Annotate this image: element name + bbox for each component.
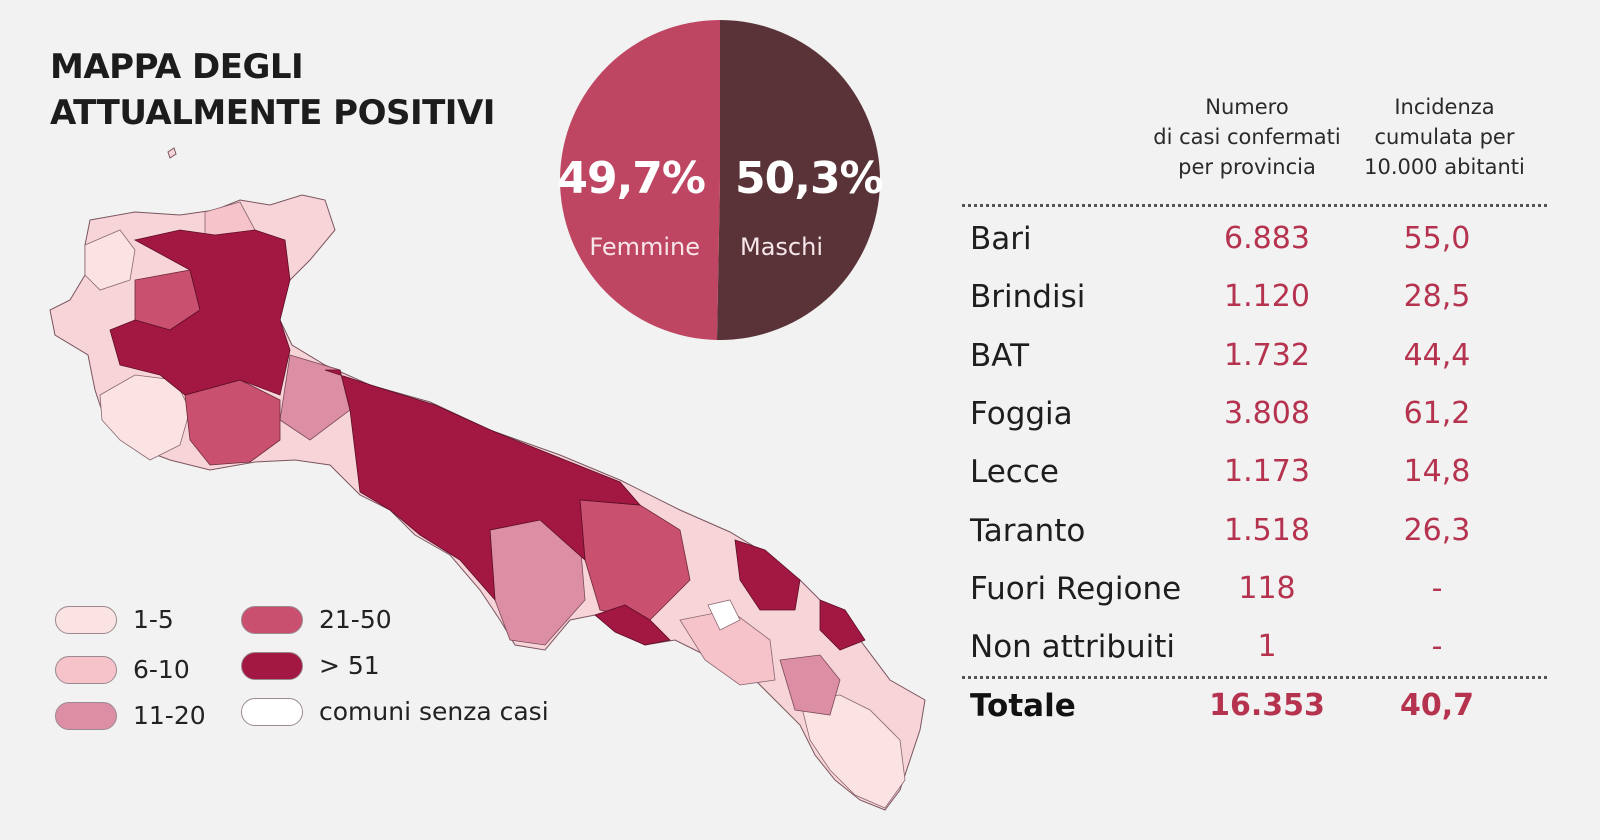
- table-row: Foggia 3.808 61,2: [962, 396, 1552, 436]
- header-incidence-line: 10.000 abitanti: [1364, 155, 1525, 179]
- female-percentage: 49,7%: [557, 153, 706, 204]
- total-name: Totale: [970, 688, 1076, 724]
- province-incidence: 55,0: [1403, 221, 1471, 256]
- province-name: Lecce: [970, 454, 1059, 490]
- province-cases: 6.883: [1224, 221, 1310, 256]
- legend-label: comuni senza casi: [319, 697, 549, 726]
- header-incidence-line: Incidenza: [1394, 95, 1495, 119]
- legend-label: 11-20: [133, 701, 206, 730]
- province-cases: 1.120: [1224, 279, 1310, 314]
- title-line-1: MAPPA DEGLI: [50, 47, 304, 87]
- table-row: Taranto 1.518 26,3: [962, 513, 1552, 553]
- map-area-21-50-b: [579, 499, 691, 621]
- map-tremiti-islands: [167, 147, 177, 159]
- male-label: Maschi: [740, 233, 823, 261]
- province-cases: 3.808: [1224, 396, 1310, 431]
- legend-item-over-51: > 51: [241, 651, 380, 680]
- header-cases-line: di casi confermati: [1153, 125, 1341, 149]
- province-incidence: 26,3: [1403, 513, 1471, 548]
- legend-item-11-20: 11-20: [55, 701, 206, 730]
- map-area-51-lecce: [819, 599, 866, 651]
- table-row: BAT 1.732 44,4: [962, 338, 1552, 378]
- table-row: Fuori Regione 118 -: [962, 571, 1552, 611]
- province-name: Non attribuiti: [970, 629, 1176, 665]
- province-cases: 1.173: [1224, 454, 1310, 489]
- table-row: Lecce 1.173 14,8: [962, 454, 1552, 494]
- male-percentage: 50,3%: [735, 153, 884, 204]
- table-row: Non attribuiti 1 -: [962, 629, 1552, 669]
- map-area-11-20-a: [279, 354, 351, 441]
- pie-slice-male: [716, 20, 880, 340]
- page-title: MAPPA DEGLI ATTUALMENTE POSITIVI: [50, 44, 495, 136]
- header-divider: [962, 204, 1547, 207]
- province-cases: 1: [1257, 629, 1277, 664]
- map-area-1-5-salento: [799, 694, 906, 809]
- table-row: Brindisi 1.120 28,5: [962, 279, 1552, 319]
- table-row: Bari 6.883 55,0: [962, 221, 1552, 261]
- map-area-no-cases: [707, 599, 741, 631]
- legend-label: 21-50: [319, 605, 392, 634]
- map-area-1-5-west: [84, 229, 136, 291]
- province-name: Taranto: [970, 513, 1086, 549]
- puglia-map: [49, 147, 926, 811]
- title-line-2: ATTUALMENTE POSITIVI: [50, 93, 495, 133]
- map-area-21-50-a: [184, 379, 281, 466]
- legend-item-no-cases: comuni senza casi: [241, 697, 549, 726]
- legend-item-6-10: 6-10: [55, 655, 190, 684]
- province-name: Brindisi: [970, 279, 1086, 315]
- province-cases: 1.518: [1224, 513, 1310, 548]
- table-total-row: Totale 16.353 40,7: [962, 688, 1552, 728]
- province-cases: 1.732: [1224, 338, 1310, 373]
- gender-pie-chart: 49,7% 50,3% Femmine Maschi: [555, 15, 885, 345]
- legend-item-21-50: 21-50: [241, 605, 392, 634]
- header-incidence-line: cumulata per: [1374, 125, 1515, 149]
- female-label: Femmine: [589, 233, 700, 261]
- legend-swatch: [55, 701, 117, 730]
- pie-slice-female: [559, 20, 720, 340]
- province-incidence: 44,4: [1403, 338, 1471, 373]
- province-name: Foggia: [970, 396, 1073, 432]
- map-area-1-5-southwest: [99, 374, 191, 461]
- province-incidence: 61,2: [1403, 396, 1471, 431]
- province-incidence: -: [1431, 571, 1443, 606]
- map-area-51-taranto: [594, 604, 671, 646]
- total-incidence: 40,7: [1399, 688, 1475, 723]
- map-area-51-foggia: [109, 229, 291, 396]
- province-incidence: 14,8: [1403, 454, 1471, 489]
- header-cases-line: per provincia: [1178, 155, 1316, 179]
- legend-label: 6-10: [133, 655, 190, 684]
- legend-swatch: [241, 697, 303, 726]
- header-cases-line: Numero: [1205, 95, 1289, 119]
- legend-swatch: [55, 655, 117, 684]
- header-incidence: Incidenza cumulata per 10.000 abitanti: [1352, 92, 1537, 182]
- legend-swatch: [55, 605, 117, 634]
- province-incidence: -: [1431, 629, 1443, 664]
- map-area-51-brindisi: [734, 539, 801, 611]
- gender-pie-svg: [559, 20, 880, 340]
- province-name: BAT: [970, 338, 1030, 374]
- province-cases: 118: [1238, 571, 1296, 606]
- legend-swatch: [241, 651, 303, 680]
- map-area-11-20-c: [779, 654, 841, 716]
- map-area-51-bari: [324, 369, 641, 602]
- legend-item-1-5: 1-5: [55, 605, 174, 634]
- total-cases: 16.353: [1209, 688, 1325, 723]
- province-incidence: 28,5: [1403, 279, 1471, 314]
- legend-swatch: [241, 605, 303, 634]
- province-name: Bari: [970, 221, 1032, 257]
- total-divider: [962, 676, 1547, 679]
- province-name: Fuori Regione: [970, 571, 1182, 607]
- header-cases: Numero di casi confermati per provincia: [1142, 92, 1352, 182]
- legend-label: > 51: [319, 651, 380, 680]
- legend-label: 1-5: [133, 605, 174, 634]
